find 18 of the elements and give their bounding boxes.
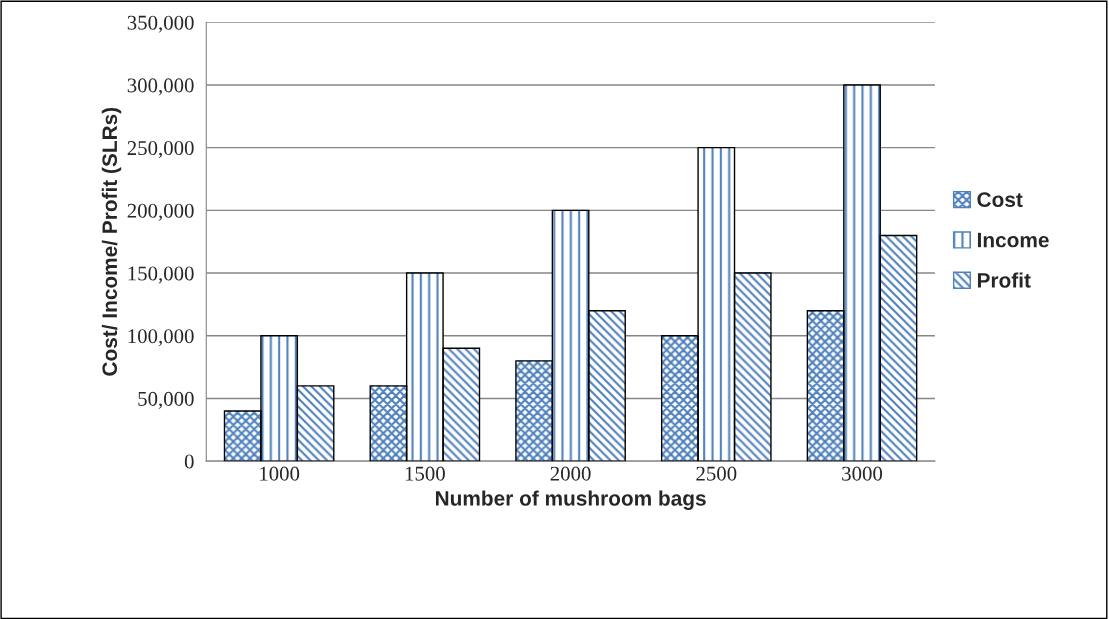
x-tick-label: 1000 [260, 466, 300, 481]
y-tick-label: 250,000 [127, 141, 194, 159]
x-tick-label: 2500 [696, 466, 737, 481]
x-tick-label: 1500 [405, 466, 445, 481]
y-tick-label: 150,000 [128, 266, 194, 284]
y-tick-label: 0 [184, 454, 194, 469]
y-tick-label: 50,000 [138, 391, 194, 409]
x-axis-title: Number of mushroom bags [435, 490, 706, 510]
y-tick-label: 200,000 [127, 203, 194, 221]
x-tick-label: 2000 [550, 466, 591, 481]
legend-label: Income [977, 232, 1049, 248]
y-tick-label: 300,000 [127, 78, 194, 96]
y-tick-label: 350,000 [127, 15, 194, 33]
x-tick-label: 3000 [842, 466, 883, 481]
legend-label: Cost [977, 192, 1023, 207]
legend-label: Profit [977, 272, 1031, 288]
y-axis-title: Cost/ Income/ Profit (SLRs) [101, 107, 122, 376]
y-tick-label: 100,000 [128, 329, 194, 347]
